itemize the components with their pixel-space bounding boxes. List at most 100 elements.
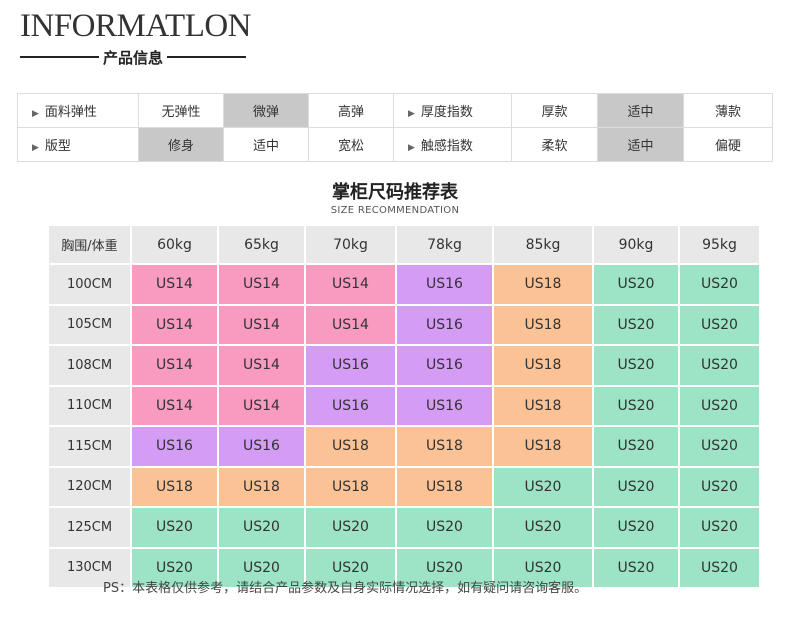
size-cell: US18 bbox=[397, 467, 492, 506]
size-cell: US16 bbox=[132, 427, 217, 466]
size-cell: US14 bbox=[132, 386, 217, 425]
size-cell: US14 bbox=[219, 346, 304, 385]
attribute-option: 微弹 bbox=[223, 93, 309, 128]
size-cell: US20 bbox=[680, 548, 759, 587]
size-cell: US18 bbox=[494, 305, 592, 344]
weight-header: 70kg bbox=[306, 226, 395, 263]
size-cell: US20 bbox=[680, 508, 759, 547]
size-cell: US20 bbox=[219, 548, 304, 587]
size-cell: US20 bbox=[594, 305, 678, 344]
size-cell: US18 bbox=[494, 346, 592, 385]
size-cell: US20 bbox=[680, 427, 759, 466]
attribute-label: ▶ 版型 bbox=[17, 127, 139, 162]
weight-header: 90kg bbox=[594, 226, 678, 263]
size-cell: US18 bbox=[494, 265, 592, 304]
header-title-cn: 产品信息 bbox=[103, 48, 164, 67]
attribute-option: 薄款 bbox=[683, 93, 773, 128]
size-cell: US14 bbox=[132, 265, 217, 304]
footnote: PS：本表格仅供参考，请结合产品参数及自身实际情况选择，如有疑问请咨询客服。 bbox=[103, 581, 588, 596]
size-cell: US20 bbox=[306, 548, 395, 587]
attribute-label-text: 面料弹性 bbox=[44, 105, 97, 120]
attribute-option: 偏硬 bbox=[683, 127, 773, 162]
size-cell: US20 bbox=[306, 508, 395, 547]
size-cell: US14 bbox=[306, 305, 395, 344]
attribute-option: 无弹性 bbox=[138, 93, 224, 128]
attribute-label: ▶ 厚度指数 bbox=[393, 93, 512, 128]
size-cell: US16 bbox=[397, 265, 492, 304]
size-cell: US16 bbox=[306, 346, 395, 385]
weight-header: 60kg bbox=[132, 226, 217, 263]
attribute-option: 高弹 bbox=[308, 93, 394, 128]
attribute-label-text: 触感指数 bbox=[420, 139, 473, 154]
attribute-option: 柔软 bbox=[511, 127, 598, 162]
attribute-label: ▶ 面料弹性 bbox=[17, 93, 139, 128]
size-cell: US20 bbox=[594, 386, 678, 425]
size-cell: US18 bbox=[306, 467, 395, 506]
chest-header: 115CM bbox=[49, 427, 130, 466]
weight-header: 85kg bbox=[494, 226, 592, 263]
size-cell: US16 bbox=[397, 346, 492, 385]
chest-header: 105CM bbox=[49, 305, 130, 344]
size-chart-subtitle: SIZE RECOMMENDATION bbox=[330, 205, 460, 216]
header-divider-left bbox=[20, 56, 99, 58]
size-cell: US18 bbox=[494, 386, 592, 425]
size-cell: US20 bbox=[594, 467, 678, 506]
size-cell: US20 bbox=[594, 427, 678, 466]
attribute-option: 修身 bbox=[138, 127, 224, 162]
attribute-option: 适中 bbox=[597, 93, 684, 128]
attribute-label: ▶ 触感指数 bbox=[393, 127, 512, 162]
triangle-right-icon: ▶ bbox=[32, 143, 39, 153]
size-cell: US14 bbox=[219, 386, 304, 425]
size-cell: US20 bbox=[494, 548, 592, 587]
size-chart-corner-label: 胸围/体重 bbox=[49, 226, 130, 263]
size-cell: US14 bbox=[132, 346, 217, 385]
size-cell: US18 bbox=[494, 427, 592, 466]
size-cell: US20 bbox=[680, 265, 759, 304]
size-cell: US20 bbox=[132, 508, 217, 547]
size-cell: US16 bbox=[306, 386, 395, 425]
attribute-label-text: 厚度指数 bbox=[420, 105, 473, 120]
size-cell: US20 bbox=[494, 508, 592, 547]
size-cell: US20 bbox=[680, 346, 759, 385]
attribute-row: ▶ 版型 修身 适中 宽松 ▶ 触感指数 柔软 适中 偏硬 bbox=[17, 127, 773, 162]
size-chart-title: 掌柜尺码推荐表 bbox=[332, 182, 458, 203]
attribute-row: ▶ 面料弹性 无弹性 微弹 高弹 ▶ 厚度指数 厚款 适中 薄款 bbox=[17, 93, 773, 128]
size-cell: US20 bbox=[680, 467, 759, 506]
triangle-right-icon: ▶ bbox=[408, 109, 415, 119]
attribute-option: 适中 bbox=[223, 127, 309, 162]
size-cell: US14 bbox=[219, 305, 304, 344]
triangle-right-icon: ▶ bbox=[408, 143, 415, 153]
chest-header: 100CM bbox=[49, 265, 130, 304]
size-cell: US20 bbox=[397, 508, 492, 547]
attribute-option: 厚款 bbox=[511, 93, 598, 128]
size-cell: US20 bbox=[397, 548, 492, 587]
chest-header: 108CM bbox=[49, 346, 130, 385]
triangle-right-icon: ▶ bbox=[32, 109, 39, 119]
size-cell: US20 bbox=[680, 305, 759, 344]
product-attributes-table: ▶ 面料弹性 无弹性 微弹 高弹 ▶ 厚度指数 厚款 适中 薄款 ▶ 版型 修身 适中 宽松 ▶ 触感指数 柔软适… bbox=[17, 93, 773, 162]
size-cell: US14 bbox=[219, 265, 304, 304]
size-cell: US20 bbox=[219, 508, 304, 547]
chest-header: 130CM bbox=[49, 548, 130, 587]
size-cell: US16 bbox=[219, 427, 304, 466]
chest-header: 110CM bbox=[49, 386, 130, 425]
header-title-en: INFORMATLON bbox=[20, 8, 252, 44]
size-chart-grid: 胸围/体重 60kg 65kg 70kg 78kg 85kg 90kg 95kg 100CM US… bbox=[49, 226, 759, 587]
header-subtitle: 产品信息 bbox=[20, 44, 247, 70]
size-cell: US16 bbox=[397, 386, 492, 425]
size-cell: US14 bbox=[306, 265, 395, 304]
size-cell: US20 bbox=[132, 548, 217, 587]
size-cell: US20 bbox=[494, 467, 592, 506]
size-cell: US16 bbox=[397, 305, 492, 344]
weight-header: 78kg bbox=[397, 226, 492, 263]
size-cell: US20 bbox=[594, 508, 678, 547]
weight-header: 95kg bbox=[680, 226, 759, 263]
size-cell: US20 bbox=[594, 346, 678, 385]
size-cell: US18 bbox=[306, 427, 395, 466]
size-cell: US18 bbox=[397, 427, 492, 466]
size-cell: US20 bbox=[594, 265, 678, 304]
attribute-option: 适中 bbox=[597, 127, 684, 162]
chest-header: 120CM bbox=[49, 467, 130, 506]
weight-header: 65kg bbox=[219, 226, 304, 263]
size-cell: US14 bbox=[132, 305, 217, 344]
